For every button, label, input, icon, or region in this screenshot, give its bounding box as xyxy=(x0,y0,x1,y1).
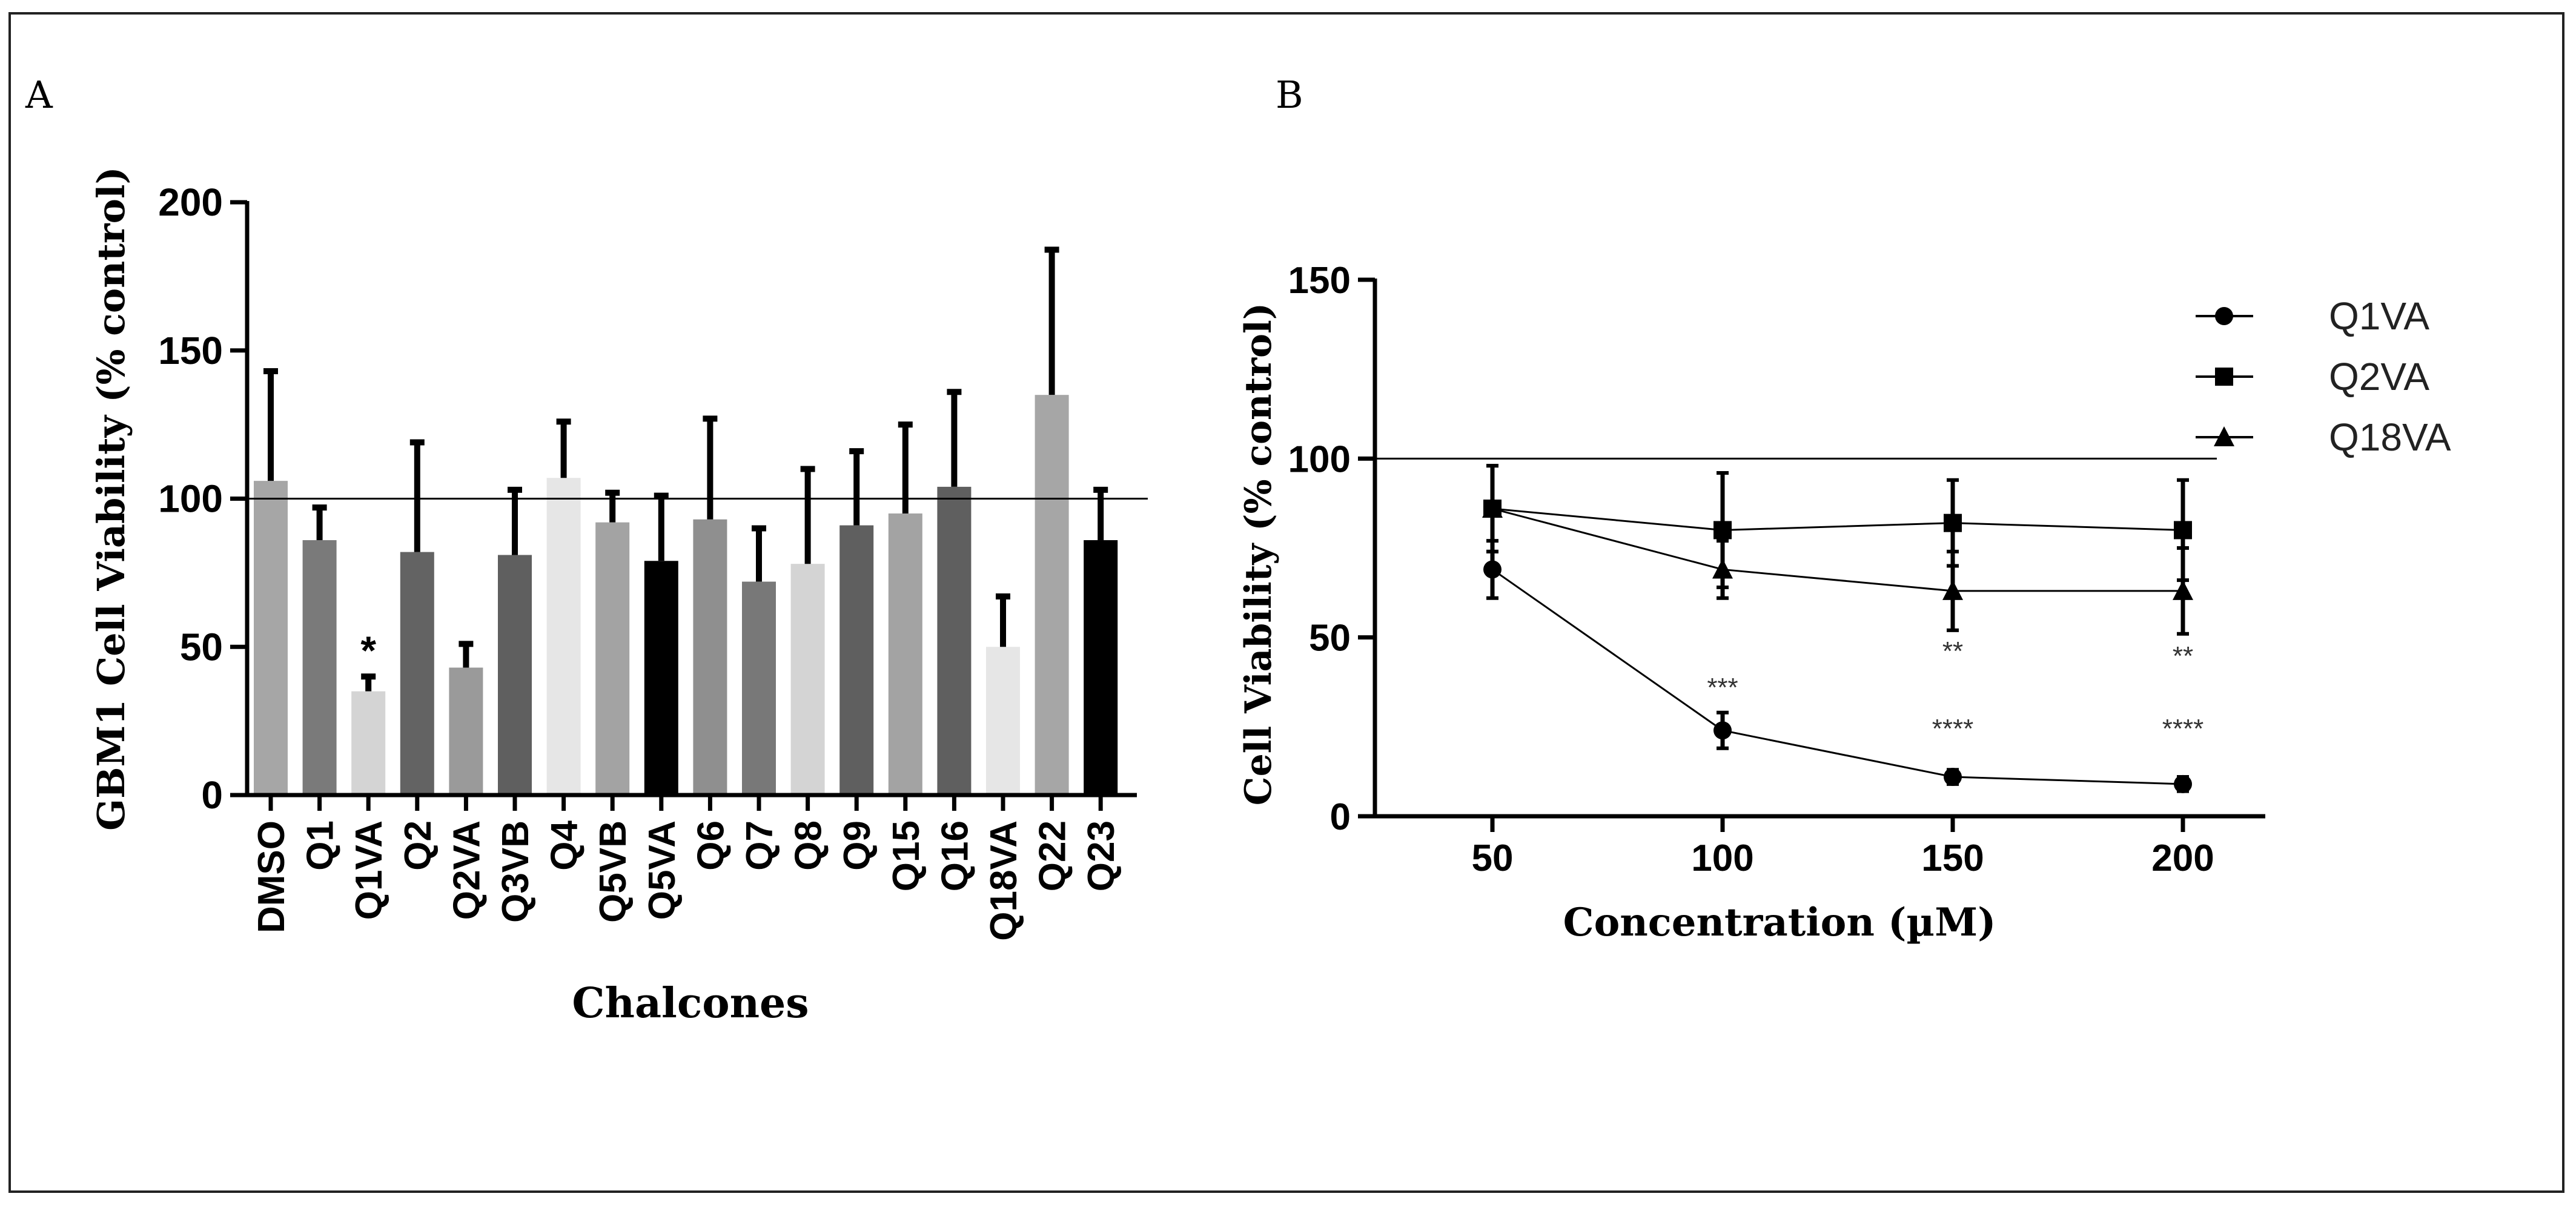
data-point-q18va xyxy=(1712,558,1733,579)
bar-dmso xyxy=(254,481,288,795)
x-tick-label: Q2 xyxy=(397,820,439,871)
x-tick-label: 150 xyxy=(1921,837,1984,879)
y-tick-label: 0 xyxy=(201,773,223,817)
data-point-q1va xyxy=(1483,560,1502,579)
x-tick-label: 200 xyxy=(2151,837,2214,879)
legend-marker-q2va xyxy=(2215,368,2233,386)
x-tick-label: Q18VA xyxy=(983,820,1025,941)
data-point-q1va xyxy=(1713,721,1732,740)
significance-annotation: *** xyxy=(1707,673,1738,702)
bar-q8 xyxy=(790,564,825,795)
panel-a-label: A xyxy=(25,73,53,117)
x-tick-label: Q4 xyxy=(544,820,586,870)
data-point-q1va xyxy=(1944,768,1962,787)
bar-q22 xyxy=(1035,395,1069,795)
bar-q5vb xyxy=(595,522,630,795)
figure-frame xyxy=(8,12,2564,1193)
x-tick-label: 100 xyxy=(1691,837,1753,879)
series-line-q1va xyxy=(1492,569,2184,785)
data-point-q2va xyxy=(1713,521,1732,540)
y-tick-label: 200 xyxy=(158,180,223,224)
y-tick-label: 150 xyxy=(1288,260,1351,302)
x-tick-label: Q16 xyxy=(934,820,976,891)
series-line-q2va xyxy=(1492,507,2184,531)
x-tick-label: Q22 xyxy=(1032,820,1074,891)
data-point-q2va xyxy=(1944,513,1962,532)
legend-marker-q1va xyxy=(2215,307,2233,325)
legend-label-q1va: Q1VA xyxy=(2329,294,2429,338)
bar-q18va xyxy=(986,647,1020,795)
y-tick-label: 0 xyxy=(1330,796,1351,838)
x-tick-label: Q5VB xyxy=(592,820,634,923)
y-tick-label: 150 xyxy=(158,329,223,372)
significance-annotation: * xyxy=(360,628,376,673)
data-point-q2va xyxy=(2174,521,2192,540)
x-tick-label: 50 xyxy=(1472,837,1514,879)
y-tick-label: 50 xyxy=(180,625,223,669)
x-tick-label: Q15 xyxy=(886,820,927,891)
data-point-q18va xyxy=(1482,498,1503,518)
bar-q3vb xyxy=(498,555,532,795)
legend: Q1VA Q2VA Q18VA xyxy=(2196,294,2451,459)
legend-marker-q18va xyxy=(2214,426,2234,446)
bar-chart-a: 0 50 100 150 200 DMSO Q1 Q1VA Q2 Q2VA Q3VB Q4 Q5VB Q5… xyxy=(89,167,1148,1028)
x-tick-label: DMSO xyxy=(251,820,293,933)
bar-q1va xyxy=(351,691,386,795)
x-axis-title: Chalcones xyxy=(572,979,809,1028)
bar-q23 xyxy=(1084,540,1118,795)
x-tick-label: Q7 xyxy=(739,820,781,871)
x-tick-label: Q23 xyxy=(1081,820,1122,891)
y-axis-title: GBM1 Cell Viability (% control) xyxy=(89,167,133,831)
x-tick-label: Q1 xyxy=(300,820,342,871)
data-point-q1va xyxy=(2174,774,2192,793)
x-tick-label: Q6 xyxy=(690,820,732,871)
y-tick-label: 100 xyxy=(1288,438,1351,480)
y-tick-label: 50 xyxy=(1309,618,1351,659)
y-tick-label: 100 xyxy=(158,477,223,521)
data-point-q18va xyxy=(1942,579,1963,600)
bar-q5va xyxy=(644,561,678,795)
series-line-q18va xyxy=(1492,507,2183,592)
y-axis-title: Cell Viability (% control) xyxy=(1237,303,1280,805)
x-tick-label: Q8 xyxy=(788,820,830,871)
bar-q16 xyxy=(937,486,972,795)
bar-q6 xyxy=(693,519,727,795)
bar-q15 xyxy=(888,513,922,795)
bar-q7 xyxy=(742,581,776,795)
significance-annotation: **** xyxy=(1932,714,1974,744)
significance-annotation: **** xyxy=(2162,714,2204,744)
significance-annotation: ** xyxy=(2173,641,2193,671)
significance-annotation: ** xyxy=(1942,636,1963,666)
legend-label-q2va: Q2VA xyxy=(2329,355,2429,398)
bar-q2 xyxy=(400,552,434,795)
bar-q1 xyxy=(302,540,337,795)
legend-label-q18va: Q18VA xyxy=(2329,415,2451,459)
panel-b-label: B xyxy=(1276,73,1303,117)
x-tick-label: Q9 xyxy=(836,820,878,871)
x-axis-title: Concentration (µM) xyxy=(1563,900,1996,945)
bar-q2va xyxy=(449,667,483,795)
x-tick-label: Q3VB xyxy=(495,820,537,923)
bar-q4 xyxy=(546,478,581,795)
data-point-q18va xyxy=(2173,579,2193,600)
x-tick-label: Q5VA xyxy=(641,820,683,920)
bar-q9 xyxy=(839,525,874,795)
x-tick-label: Q1VA xyxy=(348,820,390,920)
x-tick-label: Q2VA xyxy=(446,820,488,920)
